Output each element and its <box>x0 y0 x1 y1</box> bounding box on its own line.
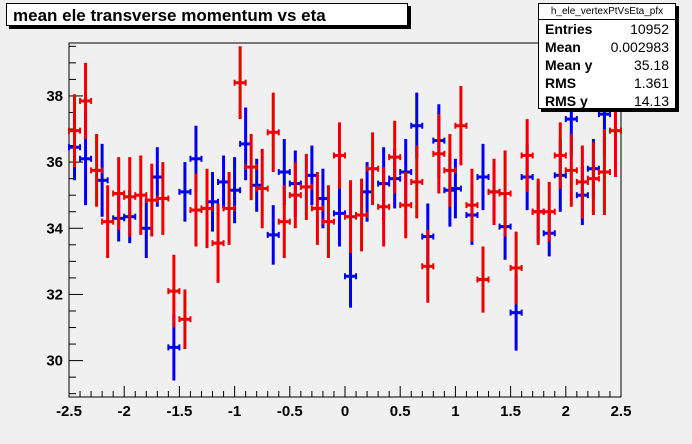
stats-value: 1.361 <box>633 75 669 91</box>
data-point-red <box>366 132 380 206</box>
stats-box: h_ele_vertexPtVsEta_pfx Entries 10952 Me… <box>538 3 676 109</box>
data-point-red <box>156 162 170 235</box>
data-point-red <box>476 246 490 313</box>
data-point-red <box>388 120 402 194</box>
data-point-red <box>377 167 391 247</box>
stats-label: Mean <box>545 39 581 55</box>
data-point-red <box>200 168 214 249</box>
stats-row-entries: Entries 10952 <box>539 20 675 38</box>
stats-row-rms: RMS 1.361 <box>539 74 675 92</box>
data-point-red <box>498 150 512 237</box>
stats-row-rms-y: RMS y 14.13 <box>539 92 675 110</box>
data-point-red <box>410 145 424 219</box>
data-point-red <box>542 181 556 242</box>
data-point-red <box>277 185 291 259</box>
x-tick-label: 1 <box>451 403 459 420</box>
data-point-red <box>443 133 457 207</box>
data-point-red <box>432 114 446 194</box>
data-point-red <box>101 185 115 259</box>
stats-name: h_ele_vertexPtVsEta_pfx <box>539 4 675 20</box>
data-point-red <box>509 231 523 305</box>
stats-value: 35.18 <box>633 57 669 73</box>
x-tick-label: -1.5 <box>166 403 192 420</box>
chart-title: mean ele transverse momentum vs eta <box>6 3 408 26</box>
x-tick-label: 0 <box>341 403 349 420</box>
data-point-red <box>332 122 346 189</box>
stats-row-mean: Mean 0.002983 <box>539 38 675 56</box>
stats-value: 0.002983 <box>610 39 669 55</box>
data-point-red <box>465 168 479 242</box>
y-tick-label: 32 <box>46 286 63 303</box>
data-point-red <box>244 133 258 201</box>
x-tick-label: 2 <box>562 403 570 420</box>
data-point-red <box>520 119 534 192</box>
chart-marks <box>68 46 622 381</box>
data-point-blue <box>344 244 358 308</box>
axes: -2.5 -2 -1.5 -1 -0.5 0 0.5 1 1.5 2 2.5 30 32 34 36 38 <box>46 45 632 420</box>
x-tick-label: -2.5 <box>56 403 82 420</box>
data-point-red <box>399 172 413 239</box>
stats-value: 14.13 <box>633 93 669 109</box>
data-point-red <box>553 122 567 189</box>
stats-label: Entries <box>545 21 593 37</box>
stats-label: RMS y <box>545 93 588 109</box>
data-point-red <box>68 94 82 168</box>
data-point-red <box>586 142 600 216</box>
data-point-red <box>564 133 578 207</box>
data-point-blue <box>476 143 490 211</box>
stats-label: RMS <box>545 75 577 91</box>
data-point-red <box>79 62 93 139</box>
x-tick-label: -2 <box>118 403 131 420</box>
data-point-red <box>255 148 269 229</box>
data-point-blue <box>266 205 280 265</box>
x-tick-label: 2.5 <box>611 403 632 420</box>
data-point-red <box>288 162 302 229</box>
y-tick-label: 36 <box>46 154 63 171</box>
y-tick-label: 38 <box>46 88 63 105</box>
data-point-red <box>90 133 104 207</box>
y-tick-label: 34 <box>46 220 63 237</box>
data-point-blue <box>178 162 192 222</box>
data-point-red <box>222 172 236 245</box>
x-tick-label: -0.5 <box>277 403 303 420</box>
data-point-red <box>178 289 192 350</box>
x-tick-label: -1 <box>228 403 241 420</box>
y-tick-label: 30 <box>46 353 63 370</box>
data-point-red <box>421 229 435 303</box>
stats-value: 10952 <box>630 21 669 37</box>
data-point-red <box>266 92 280 173</box>
plot-area <box>68 42 622 398</box>
data-point-red <box>321 185 335 259</box>
data-point-red <box>454 86 468 166</box>
data-point-red <box>355 178 369 252</box>
data-point-red <box>233 46 247 120</box>
data-point-red <box>597 129 611 216</box>
stats-label: Mean y <box>545 57 593 73</box>
data-point-red <box>167 254 181 328</box>
data-point-red <box>211 203 225 283</box>
data-point-red <box>299 153 313 220</box>
x-tick-label: 0.5 <box>390 403 411 420</box>
data-point-red <box>310 172 324 245</box>
x-tick-label: 1.5 <box>500 403 521 420</box>
stats-row-mean-y: Mean y 35.18 <box>539 56 675 74</box>
